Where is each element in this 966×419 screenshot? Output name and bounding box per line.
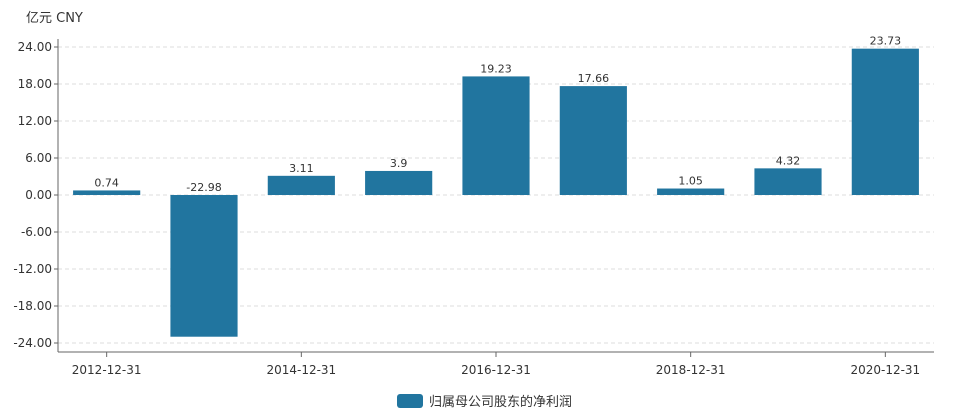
y-tick-label: 0.00: [25, 188, 52, 202]
bar-2016-12-31[interactable]: [462, 76, 530, 195]
y-tick-label: -12.00: [13, 262, 52, 276]
y-tick-label: 6.00: [25, 151, 52, 165]
y-tick-label: 24.00: [18, 40, 52, 54]
data-label-2019-12-31: 4.32: [776, 154, 801, 167]
y-tick-label: 18.00: [18, 77, 52, 91]
legend-label[interactable]: 归属母公司股东的净利润: [429, 394, 572, 410]
bar-2015-12-31[interactable]: [365, 170, 433, 195]
data-label-2018-12-31: 1.05: [678, 175, 703, 188]
bar-2013-12-31[interactable]: [170, 195, 238, 337]
bar-2020-12-31[interactable]: [851, 48, 919, 195]
x-tick-label: 2020-12-31: [850, 363, 920, 377]
x-tick-label: 2016-12-31: [461, 363, 531, 377]
y-tick-label: -24.00: [13, 336, 52, 350]
x-tick-label: 2018-12-31: [656, 363, 726, 377]
data-label-2013-12-31: -22.98: [186, 181, 221, 194]
axes: 24.00 18.00 12.00 6.00 0.00 -6.00 -12.00 -18.00…: [13, 39, 934, 377]
legend[interactable]: 归属母公司股东的净利润: [397, 394, 572, 410]
x-tick-label: 2012-12-31: [72, 363, 142, 377]
data-label-2012-12-31: 0.74: [94, 176, 119, 189]
y-tick-label: -18.00: [13, 299, 52, 313]
data-label-2017-12-31: 17.66: [578, 72, 610, 85]
x-tick-label: 2014-12-31: [266, 363, 336, 377]
bars: [73, 48, 919, 337]
data-label-2016-12-31: 19.23: [480, 62, 512, 75]
bar-2012-12-31[interactable]: [73, 190, 141, 195]
data-label-2014-12-31: 3.11: [289, 162, 314, 175]
bar-2017-12-31[interactable]: [559, 86, 627, 195]
data-label-2015-12-31: 3.9: [390, 157, 408, 170]
data-labels: 0.74 -22.98 3.11 3.9 19.23 17.66 1.05 4.32 23.73: [94, 35, 901, 194]
data-label-2020-12-31: 23.73: [870, 35, 902, 48]
bar-2014-12-31[interactable]: [267, 175, 335, 195]
bar-2019-12-31[interactable]: [754, 168, 822, 195]
legend-swatch[interactable]: [397, 394, 423, 408]
bar-2018-12-31[interactable]: [657, 188, 725, 195]
y-axis-unit-label: 亿元 CNY: [26, 11, 83, 26]
y-tick-label: -6.00: [21, 225, 52, 239]
y-tick-label: 12.00: [18, 114, 52, 128]
